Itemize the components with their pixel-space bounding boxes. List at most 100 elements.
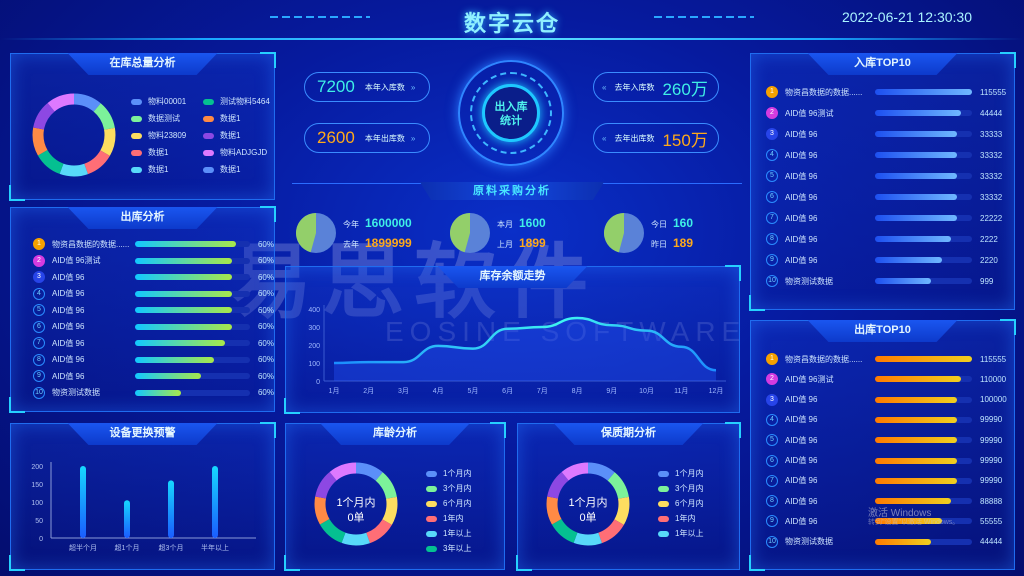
- donut-segment[interactable]: [546, 462, 630, 546]
- data-point[interactable]: [541, 326, 544, 329]
- donut-segment[interactable]: [32, 93, 116, 177]
- bar[interactable]: [80, 466, 86, 538]
- donut-segment[interactable]: [314, 462, 398, 546]
- legend-item[interactable]: 物料00001: [131, 96, 186, 107]
- stat-card[interactable]: 7200 本年入库数 »: [304, 72, 430, 102]
- legend-item[interactable]: 1年以上: [426, 528, 471, 539]
- rank-badge: 10: [33, 386, 45, 399]
- ranking-row[interactable]: 4 AID值 96 99990: [766, 412, 1014, 428]
- stat-card[interactable]: « 去年入库数 260万: [593, 72, 719, 102]
- pie-slice[interactable]: [450, 213, 470, 253]
- donut-segment[interactable]: [314, 462, 398, 546]
- donut-segment[interactable]: [314, 462, 398, 546]
- data-point[interactable]: [715, 369, 718, 372]
- ranking-row[interactable]: 10 物资测试数据 60%: [33, 385, 274, 401]
- legend-item[interactable]: 1年以上: [658, 528, 703, 539]
- legend-item[interactable]: 物料ADJGJD: [203, 147, 267, 158]
- item-name: 物资昌数据的数据......: [785, 87, 863, 97]
- bar[interactable]: [168, 480, 174, 538]
- hub-button[interactable]: 出入库 统计: [458, 60, 564, 166]
- data-point[interactable]: [576, 317, 579, 320]
- ranking-row[interactable]: 1 物资昌数据的数据...... 115555: [766, 84, 1014, 100]
- data-point[interactable]: [437, 344, 440, 347]
- ranking-row[interactable]: 10 物资测试数据 999: [766, 273, 1014, 289]
- legend-item[interactable]: 数据测试: [131, 113, 180, 124]
- rank-badge: 5: [33, 304, 45, 316]
- legend-item[interactable]: 数据1: [203, 113, 240, 124]
- progress-fill: [134, 257, 232, 264]
- ranking-row[interactable]: 6 AID值 96 99990: [766, 453, 1014, 469]
- data-point[interactable]: [333, 362, 336, 365]
- ranking-row[interactable]: 8 AID值 96 2222: [766, 231, 1014, 247]
- legend-item[interactable]: 1年内: [658, 513, 695, 524]
- legend-item[interactable]: 数据1: [203, 164, 240, 175]
- ranking-row[interactable]: 2 AID值 96测试 60%: [33, 253, 274, 269]
- legend-item[interactable]: 物料23809: [131, 130, 186, 141]
- bar[interactable]: [124, 500, 130, 538]
- progress-bar: [875, 416, 972, 423]
- legend-item[interactable]: 3个月内: [658, 483, 703, 494]
- ranking-row[interactable]: 4 AID值 96 33332: [766, 147, 1014, 163]
- ranking-row[interactable]: 8 AID值 96 88888: [766, 493, 1014, 509]
- item-name: AID值 96: [785, 435, 818, 445]
- data-point[interactable]: [367, 361, 370, 364]
- progress-bar: [875, 194, 972, 200]
- donut-segment[interactable]: [546, 462, 630, 546]
- ranking-row[interactable]: 6 AID值 96 60%: [33, 319, 274, 335]
- stat-card[interactable]: « 去年出库数 150万: [593, 123, 719, 153]
- donut-segment[interactable]: [546, 462, 630, 546]
- pie-slice[interactable]: [295, 213, 316, 253]
- ranking-row[interactable]: 9 AID值 96 55555: [766, 513, 1014, 529]
- ranking-row[interactable]: 2 AID值 96测试 44444: [766, 105, 1014, 121]
- ranking-row[interactable]: 5 AID值 96 99990: [766, 432, 1014, 448]
- stat-label: 今年: [343, 220, 359, 229]
- legend-item[interactable]: 6个月内: [426, 498, 471, 509]
- ranking-row[interactable]: 4 AID值 96 60%: [33, 286, 274, 302]
- data-point[interactable]: [506, 327, 509, 330]
- legend-item[interactable]: 数据1: [131, 164, 168, 175]
- bar[interactable]: [212, 466, 218, 538]
- legend-item[interactable]: 3个月内: [426, 483, 471, 494]
- ranking-row[interactable]: 7 AID值 96 99990: [766, 473, 1014, 489]
- ranking-row[interactable]: 3 AID值 96 60%: [33, 269, 274, 285]
- ranking-row[interactable]: 7 AID值 96 22222: [766, 210, 1014, 226]
- ranking-row[interactable]: 10 物资测试数据 44444: [766, 534, 1014, 550]
- ranking-row[interactable]: 9 AID值 96 2220: [766, 252, 1014, 268]
- rank-badge: 8: [766, 233, 778, 245]
- data-point[interactable]: [471, 347, 474, 350]
- progress-fill: [875, 131, 958, 137]
- stat-card[interactable]: 2600 本年出库数 »: [304, 123, 430, 153]
- item-value: 60%: [257, 371, 274, 381]
- ranking-row[interactable]: 5 AID值 96 60%: [33, 302, 274, 318]
- donut-segment[interactable]: [32, 93, 116, 177]
- ranking-row[interactable]: 3 AID值 96 33333: [766, 126, 1014, 142]
- progress-bar: [134, 257, 250, 264]
- ranking-row[interactable]: 2 AID值 96测试 110000: [766, 371, 1014, 387]
- donut-segment[interactable]: [32, 93, 116, 177]
- ranking-row[interactable]: 7 AID值 96 60%: [33, 335, 274, 351]
- legend-item[interactable]: 数据1: [203, 130, 240, 141]
- ranking-row[interactable]: 1 物资昌数据的数据...... 60%: [33, 236, 274, 252]
- ranking-row[interactable]: 9 AID值 96 60%: [33, 368, 274, 384]
- data-point[interactable]: [645, 329, 648, 332]
- legend-item[interactable]: 1个月内: [658, 468, 703, 479]
- ranking-row[interactable]: 6 AID值 96 33332: [766, 189, 1014, 205]
- donut-segment[interactable]: [32, 93, 116, 177]
- ranking-row[interactable]: 1 物资昌数据的数据...... 115555: [766, 351, 1014, 367]
- ranking-row[interactable]: 5 AID值 96 33332: [766, 168, 1014, 184]
- legend-item[interactable]: 3年以上: [426, 543, 471, 554]
- data-point[interactable]: [680, 345, 683, 348]
- legend-item[interactable]: 测试物料5464: [203, 96, 270, 107]
- item-name: 物资测试数据: [785, 537, 833, 547]
- legend-item[interactable]: 1年内: [426, 513, 463, 524]
- legend-item[interactable]: 数据1: [131, 147, 168, 158]
- legend-item[interactable]: 6个月内: [658, 498, 703, 509]
- donut-segment[interactable]: [314, 462, 398, 546]
- donut-segment[interactable]: [546, 462, 630, 546]
- pie-slice[interactable]: [604, 213, 624, 253]
- data-point[interactable]: [402, 361, 405, 364]
- data-point[interactable]: [610, 324, 613, 327]
- legend-item[interactable]: 1个月内: [426, 468, 471, 479]
- ranking-row[interactable]: 8 AID值 96 60%: [33, 352, 274, 368]
- ranking-row[interactable]: 3 AID值 96 100000: [766, 392, 1014, 408]
